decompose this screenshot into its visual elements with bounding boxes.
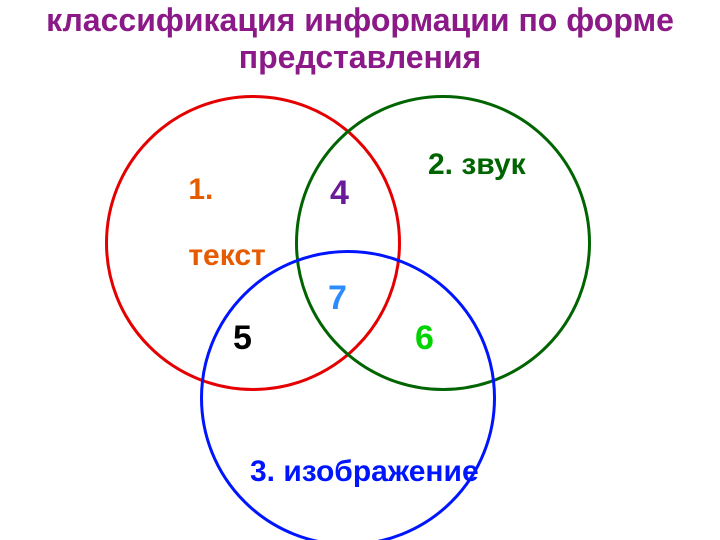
label-image: 3. изображение [250,455,479,488]
region-7-label: 7 [328,280,347,317]
region-5-label: 5 [233,320,252,357]
label-text-line2: текст [188,239,265,272]
label-text-line1: 1. [188,173,213,206]
region-4-label: 4 [330,175,349,212]
diagram-title: классификация информации по форме предст… [0,2,720,76]
label-text: 1. текст [155,140,266,305]
label-sound: 2. звук [428,148,526,181]
diagram-canvas: классификация информации по форме предст… [0,0,720,540]
title-line-2: представления [239,39,481,75]
title-line-1: классификация информации по форме [46,2,674,38]
region-6-label: 6 [415,320,434,357]
